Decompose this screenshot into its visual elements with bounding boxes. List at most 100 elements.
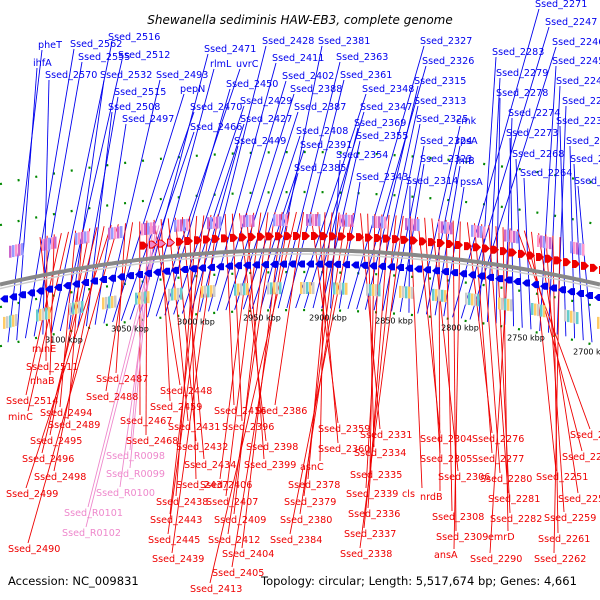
reverse-connector bbox=[25, 225, 112, 489]
forward-gene-arrow bbox=[153, 268, 161, 276]
cog-block bbox=[144, 291, 147, 304]
forward-gene-label: ihfA bbox=[33, 58, 52, 69]
cog-block bbox=[12, 245, 15, 258]
cog-block bbox=[36, 309, 39, 322]
forward-gene-label: Ssed_2268 bbox=[512, 149, 564, 160]
cog-block bbox=[252, 214, 255, 227]
reverse-gene-label: Ssed_2448 bbox=[160, 386, 212, 397]
cog-block bbox=[270, 282, 273, 295]
reverse-gene-arrow bbox=[563, 258, 571, 267]
scale-ticks: 3100 kbp 3050 kbp 3000 kbp 2950 kbp 2900 kbp… bbox=[45, 313, 600, 356]
cog-block bbox=[147, 291, 150, 304]
cog-block bbox=[540, 304, 543, 317]
reverse-gene-label: Ssed_2496 bbox=[22, 454, 74, 465]
forward-gene-label: Ssed_2347 bbox=[360, 102, 412, 113]
cog-block bbox=[384, 216, 387, 229]
cog-block bbox=[342, 214, 345, 227]
reverse-gene-arrow bbox=[329, 232, 337, 241]
cog-block bbox=[78, 232, 81, 245]
reverse-gene-arrow bbox=[374, 234, 382, 243]
reverse-gene-arrow bbox=[275, 232, 283, 241]
forward-gene-label: rpsA bbox=[456, 136, 478, 147]
cog-block bbox=[219, 216, 222, 229]
forward-gene-arrow bbox=[108, 274, 116, 282]
cog-block bbox=[537, 234, 540, 247]
cog-block bbox=[144, 223, 147, 236]
forward-gene-arrow bbox=[243, 261, 251, 269]
forward-gene-label: Ssed_2508 bbox=[108, 102, 160, 113]
reverse-gene-label: Ssed_2416 bbox=[214, 406, 266, 417]
reverse-gene-label: Ssed_2259 bbox=[544, 513, 596, 524]
forward-gene-arrow bbox=[63, 282, 71, 290]
reverse-connector bbox=[409, 216, 423, 489]
reverse-connector bbox=[488, 225, 509, 494]
forward-connector bbox=[391, 145, 425, 312]
forward-gene-label: Ssed_2562 bbox=[70, 39, 122, 50]
forward-gene-label: Ssed_2493 bbox=[156, 70, 208, 81]
forward-connector bbox=[295, 93, 367, 309]
forward-gene-label: Ssed_2466 bbox=[190, 122, 242, 133]
forward-gene-label: Ssed_2385 bbox=[294, 163, 346, 174]
forward-gene-label: Ssed_2402 bbox=[282, 71, 334, 82]
cog-block bbox=[276, 282, 279, 295]
kbp-tick-label: 2900 kbp bbox=[309, 313, 347, 322]
reverse-connector bbox=[224, 214, 235, 406]
cog-block bbox=[51, 237, 54, 250]
forward-gene-label: cmk bbox=[456, 116, 477, 127]
reverse-gene-arrow bbox=[212, 234, 220, 243]
cog-block bbox=[435, 289, 438, 302]
forward-gene-label: Ssed_2450 bbox=[226, 79, 278, 90]
cog-block bbox=[102, 297, 105, 310]
forward-gene-arrow bbox=[126, 272, 134, 280]
cog-block bbox=[540, 235, 543, 248]
reverse-connector bbox=[502, 227, 509, 532]
forward-gene-label: Ssed_2387 bbox=[294, 102, 346, 113]
cog-block bbox=[570, 310, 573, 323]
forward-connector bbox=[155, 68, 241, 317]
cog-block bbox=[441, 289, 444, 302]
cog-block bbox=[9, 245, 12, 258]
reverse-gene-label: Ssed_2280 bbox=[480, 474, 532, 485]
cog-block bbox=[480, 226, 483, 239]
reverse-connector bbox=[59, 230, 77, 408]
cog-block bbox=[15, 314, 18, 327]
reverse-gene-label: Ssed_2380 bbox=[280, 515, 332, 526]
cog-block bbox=[351, 214, 354, 227]
reverse-gene-label: Ssed_2514 bbox=[6, 396, 58, 407]
forward-gene-label: Ssed_2354 bbox=[336, 150, 388, 161]
reverse-gene-arrow bbox=[194, 236, 202, 245]
forward-gene-label: Ssed_2512 bbox=[118, 50, 170, 61]
reverse-gene-label: Ssed_2386 bbox=[255, 406, 307, 417]
cog-block bbox=[438, 221, 441, 234]
reverse-gene-arrow bbox=[176, 237, 184, 246]
forward-connector bbox=[460, 26, 550, 319]
forward-gene-arrow bbox=[72, 280, 80, 288]
cog-block bbox=[549, 237, 552, 250]
forward-gene-arrow bbox=[270, 260, 278, 268]
forward-gene-arrow bbox=[432, 267, 440, 275]
cog-block bbox=[243, 215, 246, 228]
reverse-gene-label: Ssed_2360 bbox=[318, 444, 370, 455]
cog-block bbox=[507, 229, 510, 242]
reverse-connector bbox=[225, 212, 262, 497]
reverse-connector bbox=[39, 237, 53, 344]
forward-gene-label: Ssed_2324 bbox=[420, 136, 472, 147]
forward-gene-label: Ssed_2515 bbox=[114, 87, 166, 98]
reverse-gene-label: Ssed_2282 bbox=[490, 514, 542, 525]
reverse-gene-label: Ssed_2439 bbox=[152, 554, 204, 565]
cog-block bbox=[345, 282, 348, 295]
cog-block bbox=[312, 282, 315, 295]
cog-block bbox=[84, 231, 87, 244]
reverse-connector bbox=[231, 213, 243, 422]
cog-block bbox=[39, 308, 42, 321]
reverse-gene-arrow bbox=[518, 249, 526, 258]
reverse-connector bbox=[481, 224, 501, 474]
rna-gene-label: Ssed_R0098 bbox=[106, 451, 165, 462]
reverse-gene-label: minC bbox=[8, 412, 33, 423]
cog-block bbox=[477, 294, 480, 307]
cog-block bbox=[312, 214, 315, 227]
reverse-gene-label: Ssed_2495 bbox=[30, 436, 82, 447]
forward-connector bbox=[164, 88, 231, 316]
forward-gene-arrow bbox=[117, 273, 125, 281]
